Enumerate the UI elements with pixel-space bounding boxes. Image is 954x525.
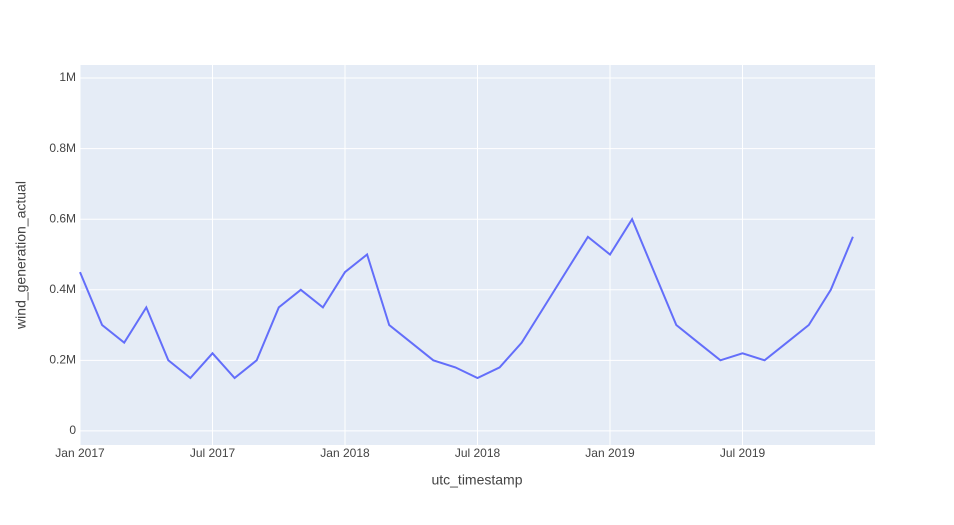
line <box>79 217 854 380</box>
x-tick-label: Jan 2019 <box>585 446 635 460</box>
y-tick-label: 0.8M <box>49 141 76 155</box>
x-tick-label: Jul 2019 <box>720 446 766 460</box>
y-tick-label: 0.2M <box>49 352 76 366</box>
y-axis-title: wind_generation_actual <box>13 181 29 330</box>
y-tick-label: 0.4M <box>49 282 76 296</box>
x-tick-label: Jan 2018 <box>320 446 370 460</box>
y-tick-label: 0 <box>69 423 76 437</box>
x-tick-label: Jul 2018 <box>455 446 501 460</box>
x-axis-title: utc_timestamp <box>431 472 522 488</box>
x-tick-label: Jan 2017 <box>55 446 105 460</box>
x-tick-label: Jul 2017 <box>190 446 236 460</box>
y-tick-label: 0.6M <box>49 211 76 225</box>
y-tick-label: 1M <box>59 70 76 84</box>
